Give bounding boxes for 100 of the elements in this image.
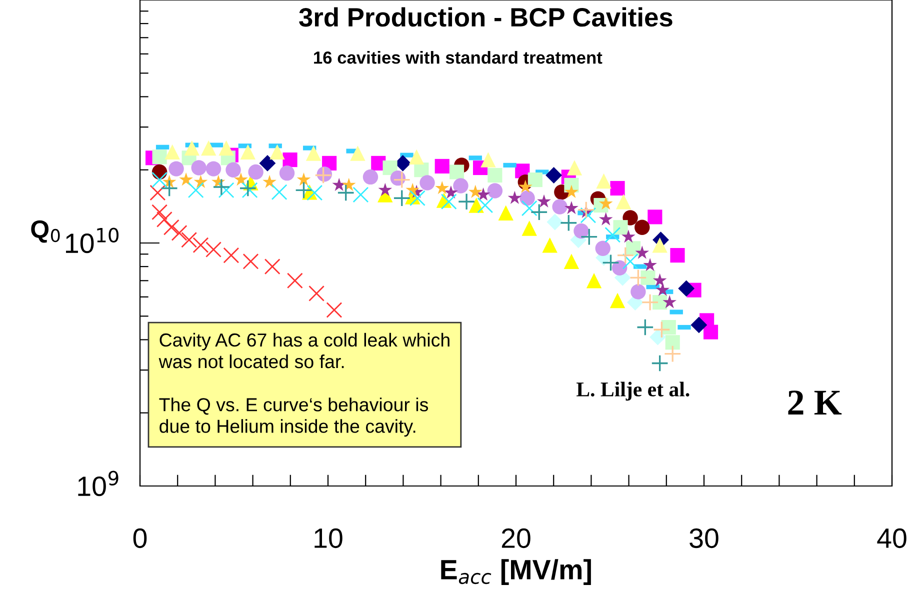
point [580, 228, 598, 246]
point [160, 179, 178, 198]
point [191, 160, 206, 176]
point [156, 211, 172, 228]
text: 16 cavities with standard treatment [314, 51, 602, 64]
point [192, 237, 209, 254]
point [650, 328, 666, 346]
point [564, 200, 578, 214]
point [453, 178, 468, 194]
point [306, 146, 322, 161]
point [542, 238, 558, 253]
point [458, 192, 476, 210]
point [546, 167, 562, 184]
point [420, 175, 435, 190]
x-tick-label: 0 [133, 528, 147, 548]
point [537, 194, 551, 208]
point [610, 180, 625, 196]
point [408, 149, 424, 165]
point [294, 181, 312, 199]
x-tick-label: 20 [502, 528, 530, 548]
point [641, 294, 659, 312]
y-axis-title: Q$_{0}$ [31, 220, 60, 243]
point [271, 184, 288, 200]
point [560, 214, 578, 232]
point [259, 154, 276, 172]
point [382, 160, 398, 176]
point [326, 302, 342, 318]
point [201, 140, 216, 156]
point [206, 161, 222, 176]
point [622, 253, 638, 270]
point [629, 268, 647, 286]
point [636, 318, 654, 336]
point [480, 152, 496, 168]
point [574, 223, 589, 239]
annotation: 2 K [788, 390, 842, 414]
text: Cavity AC 67 has a cold leak which was not located so far. The Q vs. E curve‘s behaviour is due to Helium inside the cavity. [158, 332, 450, 437]
y-tick-label: 10$^{9}$ [78, 470, 118, 496]
point [598, 212, 613, 226]
point [270, 144, 285, 160]
point [596, 173, 612, 189]
point [703, 324, 718, 340]
point [306, 184, 323, 201]
point [518, 180, 532, 193]
point [634, 220, 650, 235]
point [616, 246, 634, 264]
point [434, 158, 450, 174]
point [630, 284, 646, 300]
point [279, 165, 295, 181]
point [378, 182, 392, 196]
point [530, 203, 548, 221]
point [595, 240, 610, 256]
point [610, 292, 626, 308]
point [181, 232, 198, 248]
point [521, 200, 538, 216]
point [652, 238, 668, 253]
point [164, 144, 180, 160]
point [218, 140, 234, 156]
point [546, 214, 564, 230]
point [488, 168, 502, 183]
point [468, 198, 484, 213]
x-axis-title: E$_{acc}$ [MV/m] [441, 559, 591, 586]
point [171, 224, 188, 241]
chart-title: 3rd Production - BCP Cavities [299, 7, 672, 27]
point [308, 285, 325, 302]
point [286, 272, 303, 289]
x-tick-label: 40 [877, 528, 906, 548]
point [184, 140, 200, 156]
point [242, 182, 258, 198]
point [612, 260, 628, 276]
point [223, 247, 240, 264]
point [564, 184, 578, 198]
point [163, 219, 180, 236]
annotation: L. Lilje et al. [576, 382, 690, 401]
point [566, 160, 582, 176]
point [212, 178, 230, 196]
point [522, 220, 537, 236]
point [652, 295, 668, 310]
point [240, 144, 256, 160]
point [218, 182, 234, 198]
point [662, 295, 677, 308]
point [242, 253, 259, 270]
point [498, 205, 514, 221]
point [580, 207, 596, 224]
point [640, 270, 656, 285]
point [477, 197, 494, 214]
point [616, 194, 632, 210]
point [664, 345, 682, 363]
point [520, 190, 535, 206]
point [410, 190, 426, 206]
point [643, 258, 657, 272]
y-tick-label: 10$^{10}$ [66, 228, 119, 254]
point [449, 164, 464, 180]
point [670, 248, 685, 263]
point [152, 204, 168, 220]
point [602, 254, 620, 272]
point [577, 201, 595, 219]
point [350, 146, 366, 161]
point [362, 169, 378, 185]
point [656, 282, 670, 296]
point [406, 182, 420, 196]
